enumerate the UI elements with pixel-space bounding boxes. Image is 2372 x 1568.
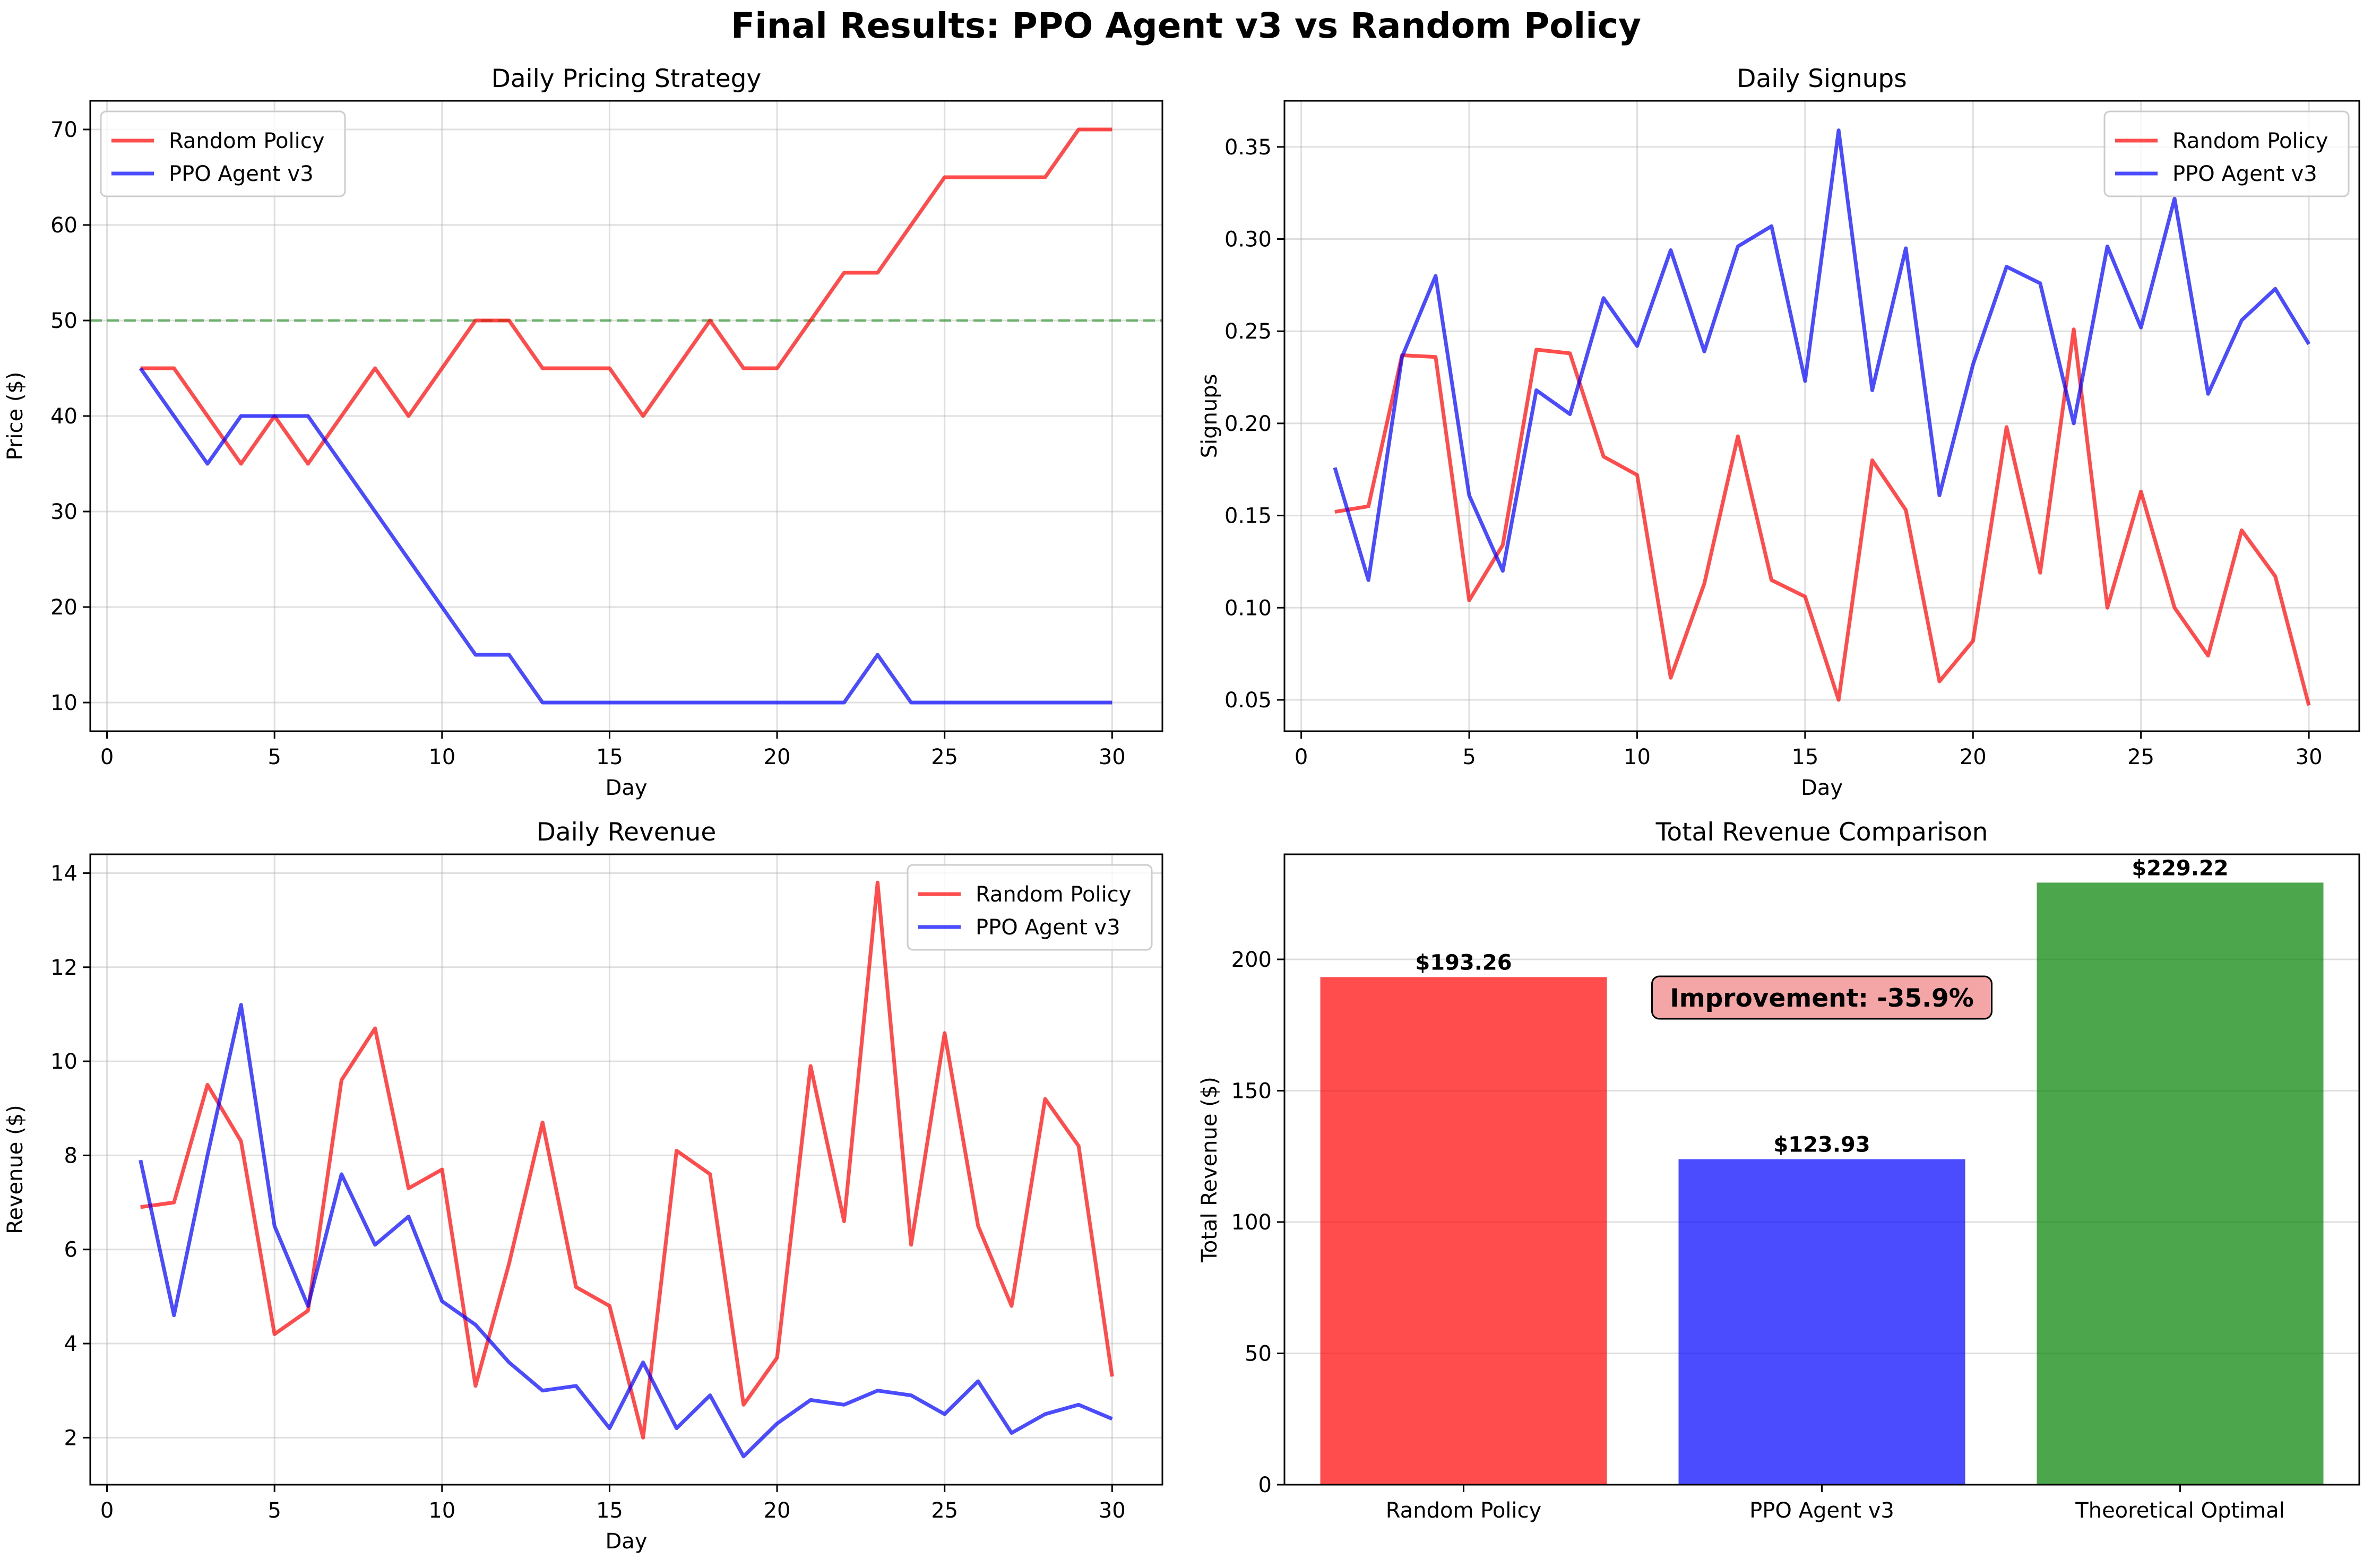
total-annotation-text: Improvement: -35.9% bbox=[1670, 984, 1974, 1013]
signups-ylabel: Signups bbox=[1197, 374, 1222, 458]
pricing-xtick-label: 30 bbox=[1099, 745, 1126, 769]
signups-legend-box bbox=[2103, 110, 2350, 197]
revenue-xtick-label: 30 bbox=[1099, 1498, 1126, 1523]
signups-xlabel: Day bbox=[1801, 776, 1843, 800]
signups-xtick-label: 0 bbox=[1295, 745, 1308, 769]
total-ytick-label: 150 bbox=[1231, 1079, 1272, 1104]
signups-xtick-label: 10 bbox=[1624, 745, 1651, 769]
revenue-ytick-label: 4 bbox=[64, 1332, 77, 1356]
revenue-title: Daily Revenue bbox=[537, 818, 717, 847]
pricing-ytick-label: 60 bbox=[50, 213, 77, 238]
chart-pricing: 10 20 30 40 50 60 70 0 5 10 15 20 25 30 Daily Pricing … bbox=[3, 64, 1163, 800]
total-ytick-label: 200 bbox=[1231, 948, 1272, 972]
total-bar bbox=[1678, 1159, 1965, 1485]
revenue-ytick-label: 6 bbox=[64, 1238, 77, 1262]
revenue-series-random-policy-line bbox=[140, 880, 1114, 1440]
chart-total: 0 50 100 150 200 $193.26 Random Policy $123.93 P… bbox=[1197, 818, 2360, 1523]
signups-axes-frame bbox=[1283, 100, 2360, 732]
chart-signups: 0.05 0.10 0.15 0.20 0.25 0.30 0.35 0 5 10 15 20 25 30… bbox=[1197, 64, 2360, 800]
pricing-xtick-label: 5 bbox=[268, 745, 281, 769]
pricing-ytick-label: 10 bbox=[50, 691, 77, 715]
total-bar bbox=[2037, 882, 2324, 1485]
revenue-legend: Random Policy PPO Agent v3 bbox=[907, 864, 1153, 951]
signups-ytick-label: 0.05 bbox=[1224, 688, 1272, 713]
signups-ytick-label: 0.25 bbox=[1224, 319, 1272, 344]
signups-legend-label: PPO Agent v3 bbox=[2172, 162, 2317, 186]
revenue-ytick-label: 2 bbox=[64, 1426, 77, 1450]
revenue-ytick-label: 10 bbox=[50, 1050, 77, 1074]
revenue-ytick-label: 12 bbox=[50, 956, 77, 980]
pricing-ytick-label: 70 bbox=[50, 118, 77, 142]
revenue-series-ppo-agent-v3-line bbox=[139, 1003, 1113, 1459]
signups-xtick-label: 25 bbox=[2127, 745, 2154, 769]
total-title: Total Revenue Comparison bbox=[1655, 818, 1988, 847]
revenue-legend-label: PPO Agent v3 bbox=[976, 915, 1120, 940]
signups-ytick-label: 0.10 bbox=[1224, 596, 1272, 620]
pricing-ytick-label: 30 bbox=[50, 500, 77, 524]
total-ytick-label: 100 bbox=[1231, 1210, 1272, 1235]
pricing-ytick-label: 40 bbox=[50, 404, 77, 429]
revenue-xtick-label: 15 bbox=[596, 1498, 623, 1523]
signups-ytick-label: 0.15 bbox=[1224, 504, 1272, 529]
pricing-title: Daily Pricing Strategy bbox=[491, 64, 762, 93]
pricing-legend-label: Random Policy bbox=[169, 129, 324, 153]
pricing-xtick-label: 25 bbox=[931, 745, 958, 769]
pricing-xtick-label: 20 bbox=[764, 745, 791, 769]
revenue-ytick-label: 8 bbox=[64, 1143, 77, 1168]
pricing-legend-box bbox=[100, 110, 346, 197]
revenue-xtick-label: 5 bbox=[268, 1498, 281, 1523]
revenue-xlabel: Day bbox=[606, 1529, 648, 1554]
pricing-xtick-label: 10 bbox=[428, 745, 455, 769]
signups-legend-label: Random Policy bbox=[2172, 129, 2328, 153]
total-ytick-label: 50 bbox=[1245, 1342, 1272, 1366]
total-axes-frame bbox=[1283, 853, 2360, 1486]
revenue-xtick-label: 0 bbox=[100, 1498, 114, 1523]
pricing-ytick-label: 50 bbox=[50, 309, 77, 333]
pricing-xtick-label: 15 bbox=[596, 745, 623, 769]
pricing-legend-label: PPO Agent v3 bbox=[169, 162, 314, 186]
pricing-axes-frame bbox=[89, 100, 1163, 732]
signups-ytick-label: 0.30 bbox=[1224, 228, 1272, 252]
pricing-ylabel: Price ($) bbox=[3, 372, 28, 461]
revenue-axes-frame bbox=[89, 853, 1163, 1486]
pricing-xlabel: Day bbox=[606, 776, 648, 800]
signups-title: Daily Signups bbox=[1737, 64, 1907, 93]
revenue-xtick-label: 20 bbox=[764, 1498, 791, 1523]
signups-xtick-label: 5 bbox=[1462, 745, 1476, 769]
total-bar-value-label: $193.26 bbox=[1415, 950, 1512, 975]
signups-legend: Random Policy PPO Agent v3 bbox=[2103, 110, 2350, 197]
signups-xtick-label: 30 bbox=[2296, 745, 2323, 769]
total-ylabel: Total Revenue ($) bbox=[1197, 1077, 1222, 1263]
pricing-series-ppo-agent-v3-line bbox=[139, 367, 1112, 705]
total-category-label: Random Policy bbox=[1386, 1498, 1541, 1523]
total-bar-value-label: $229.22 bbox=[2132, 856, 2228, 880]
signups-ytick-label: 0.20 bbox=[1224, 412, 1272, 436]
revenue-ytick-label: 14 bbox=[50, 861, 77, 886]
signups-series-ppo-agent-v3-line bbox=[1333, 128, 2311, 582]
total-bar-value-label: $123.93 bbox=[1773, 1133, 1870, 1157]
pricing-legend: Random Policy PPO Agent v3 bbox=[100, 110, 346, 197]
revenue-ylabel: Revenue ($) bbox=[3, 1105, 28, 1234]
revenue-legend-box bbox=[907, 864, 1153, 951]
total-category-label: Theoretical Optimal bbox=[2075, 1498, 2284, 1523]
total-category-label: PPO Agent v3 bbox=[1749, 1498, 1894, 1523]
signups-ytick-label: 0.35 bbox=[1224, 135, 1272, 160]
chart-revenue: 2 4 6 8 10 12 14 0 5 10 15 20 25 30 Daily Revenue Day Re… bbox=[3, 818, 1163, 1554]
figure-title: Final Results: PPO Agent v3 vs Random Po… bbox=[731, 5, 1641, 46]
revenue-xtick-label: 10 bbox=[428, 1498, 455, 1523]
pricing-xtick-label: 0 bbox=[100, 745, 114, 769]
total-ytick-label: 0 bbox=[1258, 1473, 1272, 1497]
signups-xtick-label: 20 bbox=[1960, 745, 1987, 769]
pricing-ytick-label: 20 bbox=[50, 595, 77, 620]
signups-xtick-label: 15 bbox=[1791, 745, 1818, 769]
total-bar bbox=[1320, 977, 1607, 1485]
revenue-legend-label: Random Policy bbox=[976, 882, 1131, 907]
revenue-xtick-label: 25 bbox=[931, 1498, 958, 1523]
pricing-series-random-policy-line bbox=[140, 127, 1112, 466]
total-annotation-box bbox=[1651, 975, 1993, 1020]
